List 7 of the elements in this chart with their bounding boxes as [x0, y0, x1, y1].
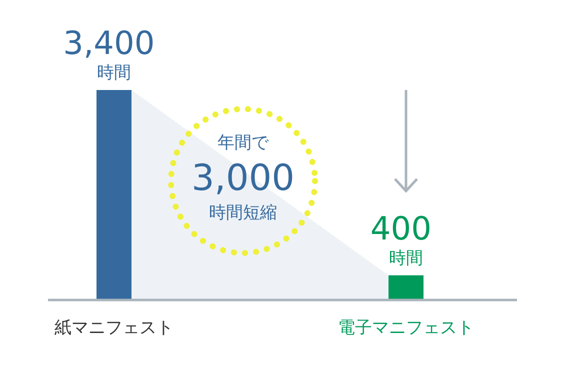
- x-tick-label: 電子マニフェスト: [338, 318, 474, 338]
- data-label: 3,400 時間: [63, 24, 165, 83]
- data-label: 400 時間: [370, 209, 442, 268]
- annotation: 時間短縮: [209, 203, 277, 223]
- annotation: 3,000: [191, 158, 295, 199]
- x-tick-label: 紙マニフェスト: [54, 318, 174, 338]
- annotation: 年間で: [218, 133, 270, 153]
